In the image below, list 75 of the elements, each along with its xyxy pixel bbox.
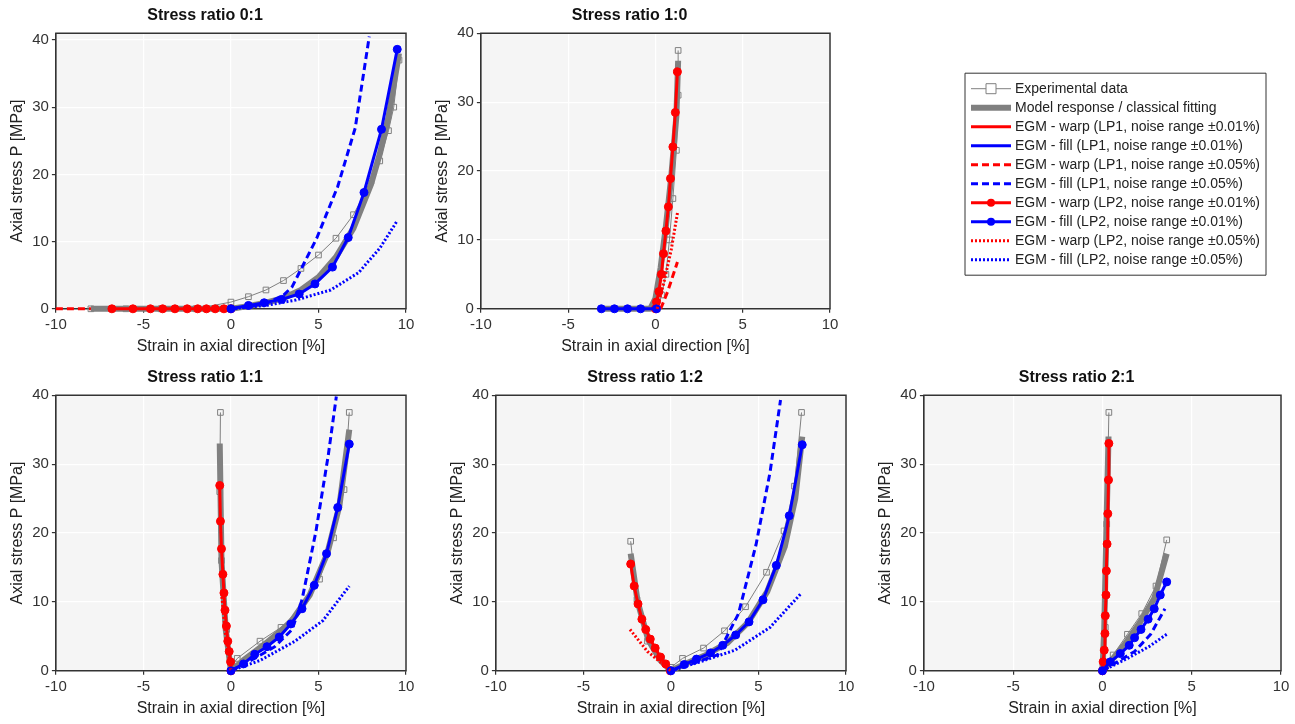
y-axis-title: Axial stress P [MPa] — [433, 99, 451, 243]
x-tick-label: -5 — [1006, 676, 1020, 694]
x-tick-label: 5 — [1187, 676, 1196, 694]
x-tick-label: 10 — [397, 676, 415, 694]
x-tick-label: 0 — [651, 314, 660, 332]
chart-title: Stress ratio 1:2 — [587, 368, 703, 386]
legend-label: EGM - fill (LP2, noise range ±0.05%) — [1015, 250, 1243, 267]
y-tick-label: 20 — [472, 523, 489, 541]
x-tick-label: -10 — [470, 314, 492, 332]
x-tick-label: -10 — [485, 676, 507, 694]
x-tick-label: -5 — [136, 676, 151, 694]
chart-title: Stress ratio 1:0 — [571, 6, 688, 24]
x-tick-label: 10 — [821, 314, 839, 332]
x-tick-label: 0 — [226, 314, 236, 332]
x-tick-label: 10 — [837, 676, 855, 694]
x-tick-label: 10 — [1272, 676, 1290, 694]
x-tick-label: 10 — [397, 314, 415, 332]
x-axis-title: Strain in axial direction [%] — [136, 698, 326, 716]
y-tick-label: 0 — [40, 660, 49, 678]
legend-label: EGM - warp (LP1, noise range ±0.05%) — [1015, 155, 1261, 172]
y-tick-label: 20 — [900, 523, 917, 541]
y-tick-label: 0 — [465, 298, 474, 316]
y-tick-label: 20 — [457, 161, 474, 179]
y-tick-label: 40 — [457, 23, 474, 41]
legend-label: EGM - warp (LP2, noise range ±0.01%) — [1015, 193, 1261, 210]
y-axis-title: Axial stress P [MPa] — [8, 99, 26, 243]
x-tick-label: -10 — [45, 314, 67, 332]
x-axis-title: Strain in axial direction [%] — [1008, 698, 1197, 716]
x-tick-label: -5 — [561, 314, 575, 332]
x-axis-title: Strain in axial direction [%] — [136, 336, 326, 354]
y-tick-label: 0 — [40, 298, 49, 316]
legend-label: Model response / classical fitting — [1015, 98, 1217, 115]
x-axis-title: Strain in axial direction [%] — [561, 336, 750, 354]
x-axis-title: Strain in axial direction [%] — [576, 698, 766, 716]
y-tick-label: 10 — [457, 230, 474, 248]
x-tick-label: 0 — [1098, 676, 1107, 694]
x-tick-label: 0 — [226, 676, 236, 694]
legend-label: EGM - fill (LP2, noise range ±0.01%) — [1015, 212, 1243, 229]
y-tick-label: 20 — [32, 164, 49, 182]
y-tick-label: 10 — [32, 231, 49, 249]
legend-label: EGM - fill (LP1, noise range ±0.01%) — [1015, 136, 1243, 153]
x-tick-label: -10 — [913, 676, 935, 694]
y-tick-label: 40 — [472, 385, 489, 403]
y-tick-label: 0 — [908, 660, 917, 678]
x-tick-label: -5 — [136, 314, 151, 332]
y-tick-label: 0 — [480, 660, 489, 678]
x-tick-label: 5 — [754, 676, 763, 694]
y-axis-title: Axial stress P [MPa] — [8, 461, 26, 605]
y-axis-title: Axial stress P [MPa] — [448, 461, 466, 605]
y-tick-label: 10 — [32, 592, 49, 610]
x-tick-label: -10 — [45, 676, 67, 694]
x-tick-label: 5 — [314, 676, 323, 694]
y-tick-label: 30 — [32, 97, 49, 115]
y-tick-label: 30 — [900, 454, 917, 472]
legend-label: EGM - warp (LP1, noise range ±0.01%) — [1015, 117, 1261, 134]
y-tick-label: 30 — [457, 92, 474, 110]
legend-label: Experimental data — [1015, 79, 1129, 96]
x-tick-label: -5 — [576, 676, 591, 694]
y-tick-label: 30 — [472, 454, 489, 472]
chart-title: Stress ratio 0:1 — [147, 6, 263, 24]
chart-title: Stress ratio 1:1 — [147, 368, 263, 386]
y-tick-label: 40 — [32, 385, 49, 403]
y-tick-label: 40 — [900, 385, 917, 403]
y-tick-label: 10 — [900, 592, 917, 610]
legend-label: EGM - fill (LP1, noise range ±0.05%) — [1015, 174, 1243, 191]
x-tick-label: 5 — [314, 314, 323, 332]
y-tick-label: 20 — [32, 523, 49, 541]
x-tick-label: 0 — [666, 676, 676, 694]
legend-label: EGM - warp (LP2, noise range ±0.05%) — [1015, 231, 1261, 248]
chart-title: Stress ratio 2:1 — [1018, 368, 1135, 386]
y-tick-label: 30 — [32, 454, 49, 472]
y-tick-label: 10 — [472, 592, 489, 610]
y-axis-title: Axial stress P [MPa] — [876, 461, 894, 605]
y-tick-label: 40 — [32, 30, 49, 48]
x-tick-label: 5 — [738, 314, 747, 332]
